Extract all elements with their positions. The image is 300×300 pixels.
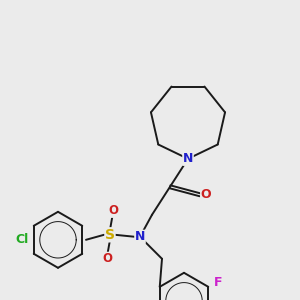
Text: O: O bbox=[201, 188, 211, 201]
Text: N: N bbox=[135, 230, 145, 243]
Text: S: S bbox=[105, 228, 115, 242]
Text: N: N bbox=[183, 152, 193, 165]
Text: O: O bbox=[108, 204, 118, 217]
Text: F: F bbox=[214, 276, 223, 289]
Text: Cl: Cl bbox=[15, 233, 28, 246]
Text: O: O bbox=[102, 252, 112, 265]
